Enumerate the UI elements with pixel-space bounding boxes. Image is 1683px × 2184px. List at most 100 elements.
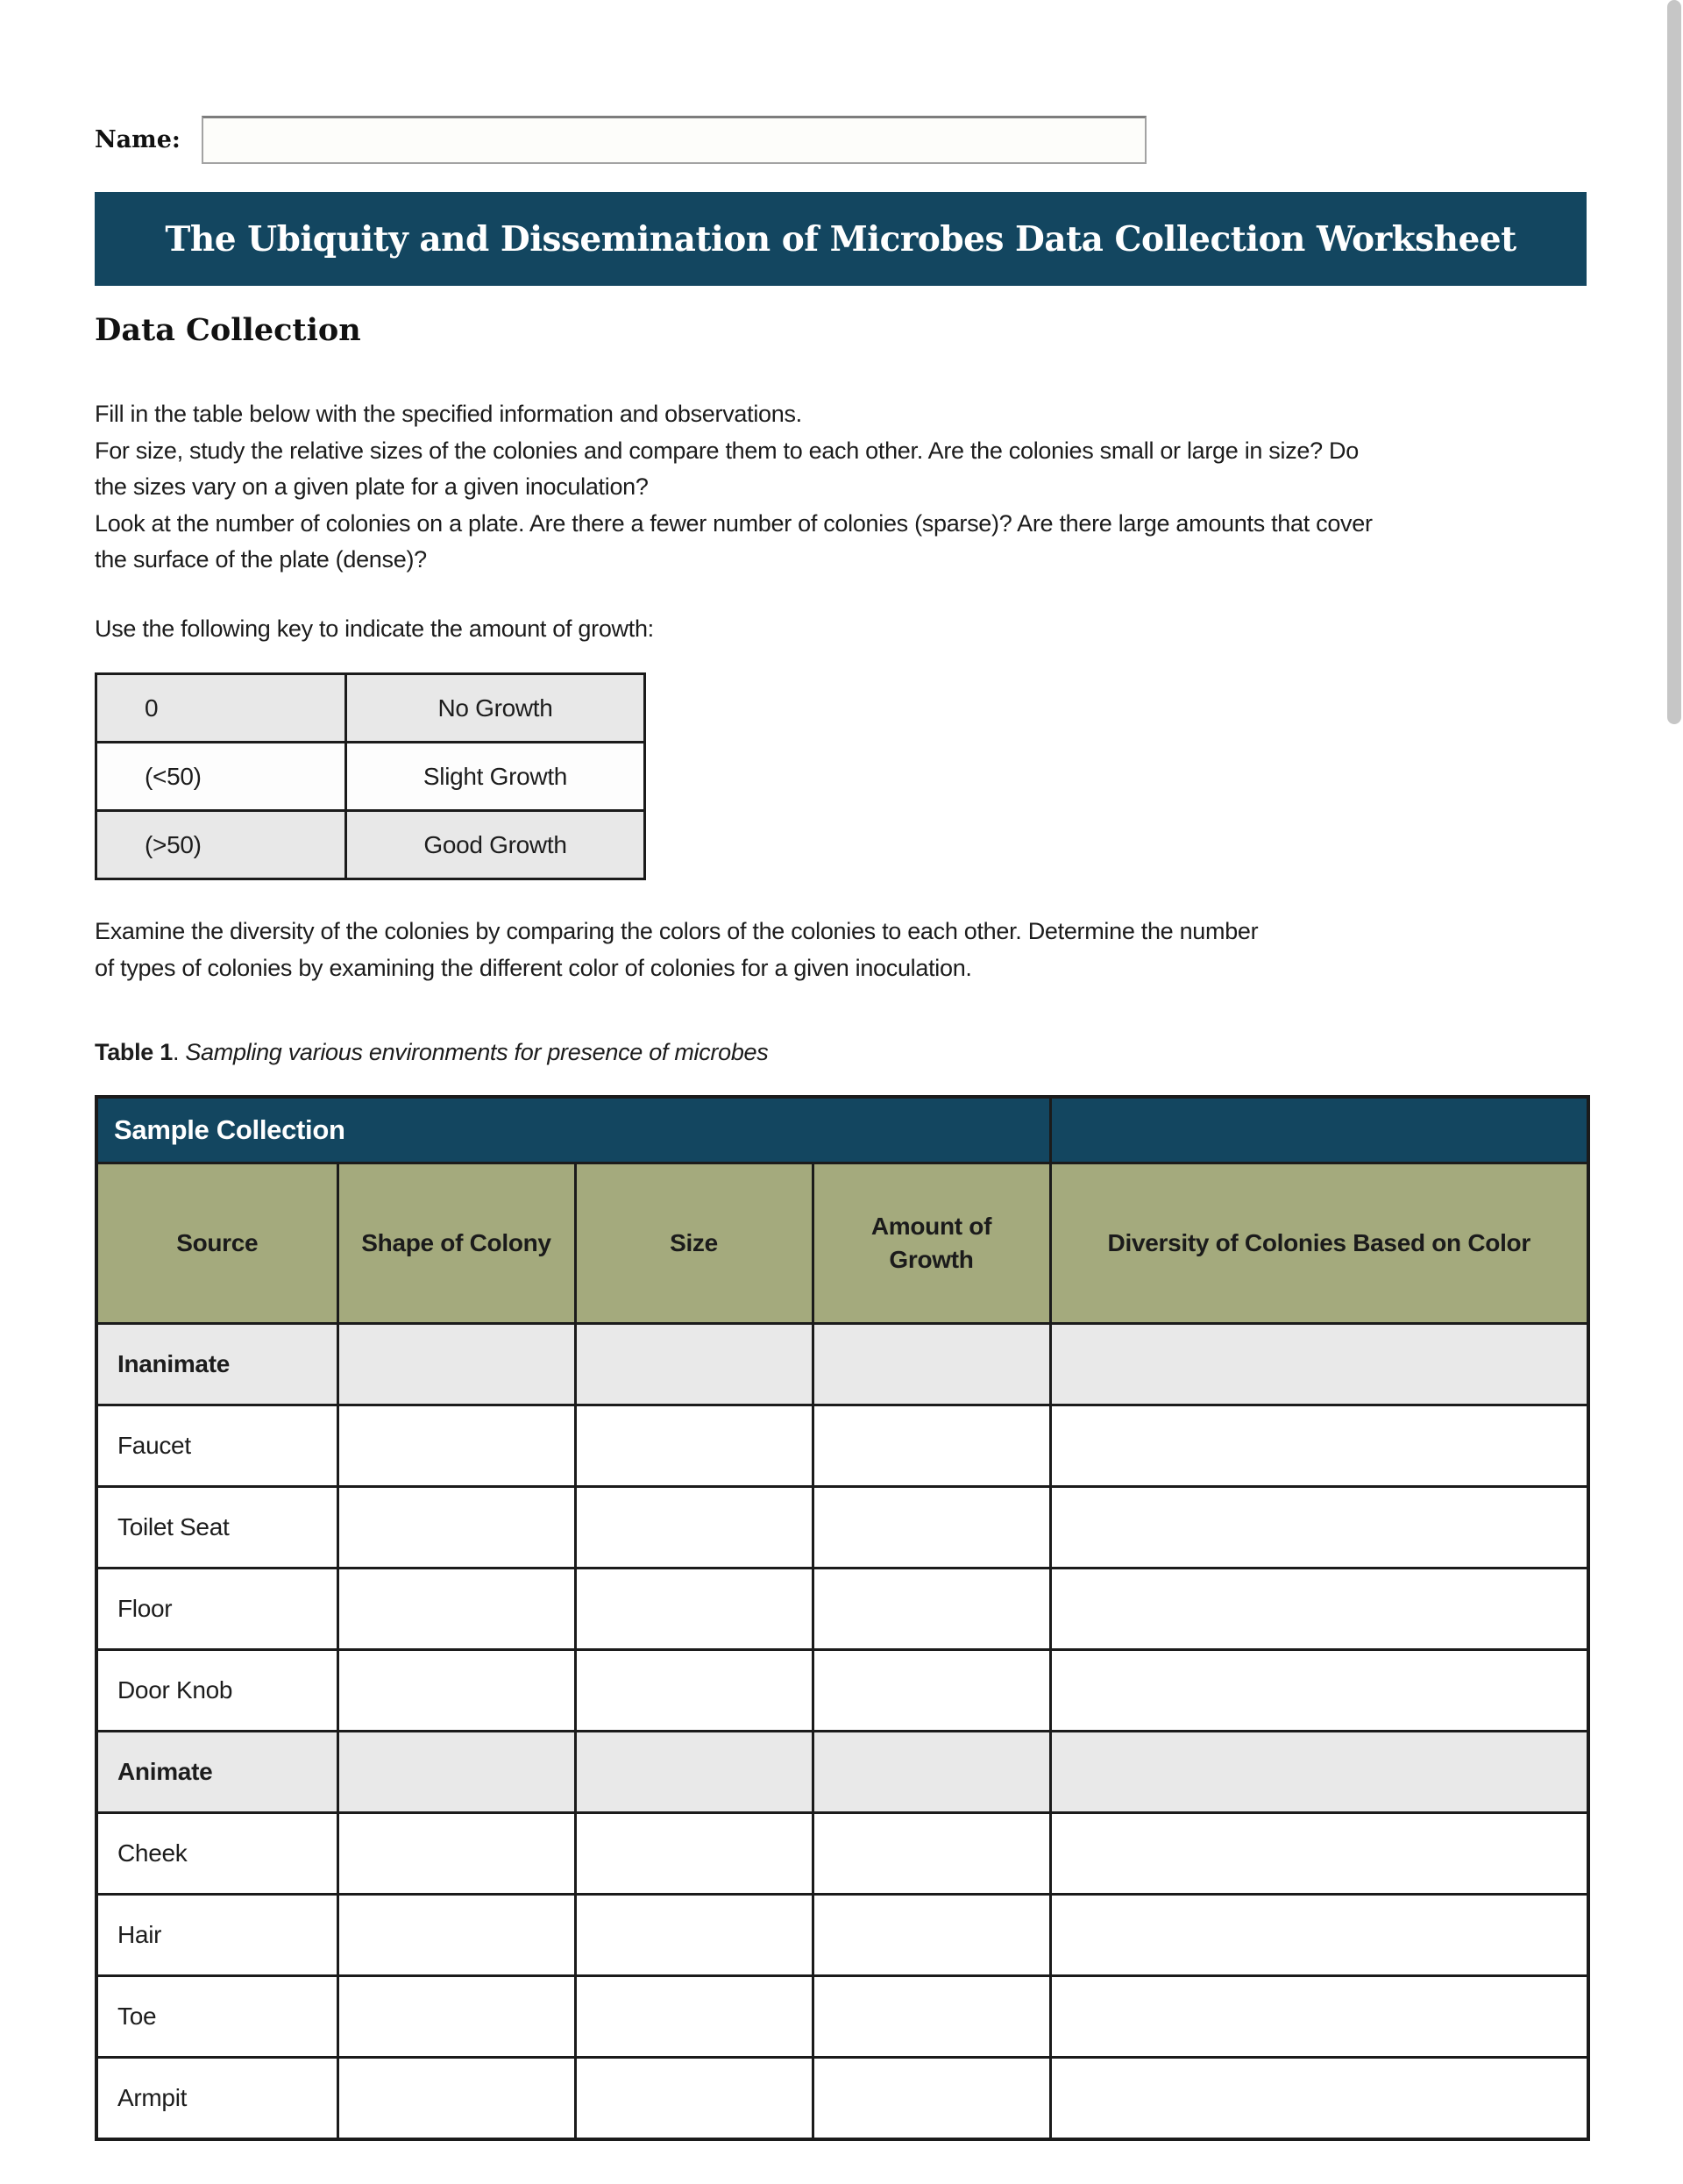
empty-cell [811, 1322, 1052, 1406]
column-header-size: Size [573, 1162, 814, 1325]
column-header-source: Source [95, 1162, 339, 1325]
empty-cell [811, 1893, 1052, 1977]
empty-cell [811, 1811, 1052, 1896]
table-row: Toilet Seat [95, 1485, 1590, 1569]
empty-cell [336, 1485, 577, 1569]
instruction-line: the sizes vary on a given plate for a gi… [95, 473, 649, 500]
instruction-line: Look at the number of colonies on a plat… [95, 509, 1373, 537]
column-header-growth-line: Growth [889, 1246, 974, 1273]
table-header-row: Source Shape of Colony Size Amount of Gr… [95, 1162, 1590, 1325]
table-row: Toe [95, 1974, 1590, 2059]
row-label: Toilet Seat [95, 1485, 339, 1569]
instruction-line: For size, study the relative sizes of th… [95, 437, 1359, 464]
instruction-line: the surface of the plate (dense)? [95, 546, 427, 573]
empty-cell [1048, 1322, 1590, 1406]
empty-cell [573, 1811, 814, 1896]
column-header-growth: Amount of Growth [811, 1162, 1052, 1325]
growth-key-table: 0 No Growth (<50) Slight Growth (>50) Go… [95, 672, 646, 880]
empty-cell [811, 1974, 1052, 2059]
empty-cell [1048, 1648, 1590, 1732]
empty-cell [573, 1974, 814, 2059]
table-band-title: Sample Collection [95, 1095, 1052, 1164]
empty-cell [1048, 1485, 1590, 1569]
empty-cell [1048, 1811, 1590, 1896]
section-heading: Data Collection [95, 312, 361, 348]
title-banner: The Ubiquity and Dissemination of Microb… [95, 192, 1587, 286]
name-label: Name: [95, 125, 181, 153]
row-label: Cheek [95, 1811, 339, 1896]
name-input[interactable] [201, 115, 1147, 164]
empty-cell [573, 2056, 814, 2141]
empty-cell [336, 1404, 577, 1488]
row-label: Door Knob [95, 1648, 339, 1732]
empty-cell [573, 1485, 814, 1569]
table-band-row: Sample Collection [95, 1095, 1590, 1164]
empty-cell [336, 1974, 577, 2059]
growth-key-row: (>50) Good Growth [95, 809, 646, 880]
empty-cell [811, 1730, 1052, 1814]
growth-key-row: 0 No Growth [95, 672, 646, 743]
growth-key-code: (<50) [95, 741, 347, 812]
table1-caption: Table 1. Sampling various environments f… [95, 1039, 769, 1066]
scrollbar-thumb[interactable] [1667, 0, 1681, 724]
sample-collection-table: Sample Collection Source Shape of Colony… [95, 1095, 1590, 2141]
empty-cell [1048, 1974, 1590, 2059]
empty-cell [336, 1893, 577, 1977]
empty-cell [1048, 1893, 1590, 1977]
diversity-note-line: Examine the diversity of the colonies by… [95, 918, 1259, 944]
diversity-note: Examine the diversity of the colonies by… [95, 914, 1587, 986]
empty-cell [1048, 1730, 1590, 1814]
empty-cell [573, 1567, 814, 1651]
empty-cell [573, 1648, 814, 1732]
empty-cell [811, 1567, 1052, 1651]
row-label: Armpit [95, 2056, 339, 2141]
empty-cell [573, 1404, 814, 1488]
empty-cell [811, 1485, 1052, 1569]
empty-cell [1048, 1404, 1590, 1488]
column-header-shape: Shape of Colony [336, 1162, 577, 1325]
table1-caption-text: Sampling various environments for presen… [185, 1039, 769, 1065]
page-title: The Ubiquity and Dissemination of Microb… [165, 218, 1516, 260]
table-row: Door Knob [95, 1648, 1590, 1732]
row-label: Toe [95, 1974, 339, 2059]
row-label: Hair [95, 1893, 339, 1977]
diversity-note-line: of types of colonies by examining the di… [95, 954, 972, 981]
row-label: Floor [95, 1567, 339, 1651]
empty-cell [1048, 2056, 1590, 2141]
column-header-diversity: Diversity of Colonies Based on Color [1048, 1162, 1590, 1325]
empty-cell [573, 1730, 814, 1814]
table-section-row: Inanimate [95, 1322, 1590, 1406]
table-row: Floor [95, 1567, 1590, 1651]
growth-key-label: Good Growth [344, 809, 646, 880]
table-band-empty-cell [1048, 1095, 1590, 1164]
empty-cell [573, 1893, 814, 1977]
empty-cell [811, 2056, 1052, 2141]
empty-cell [336, 1648, 577, 1732]
column-header-growth-line: Amount of [870, 1213, 992, 1240]
growth-key-label: Slight Growth [344, 741, 646, 812]
row-label: Inanimate [95, 1322, 339, 1406]
growth-key-row: (<50) Slight Growth [95, 741, 646, 812]
empty-cell [336, 1567, 577, 1651]
table-row: Cheek [95, 1811, 1590, 1896]
table-row: Armpit [95, 2056, 1590, 2141]
table-row: Hair [95, 1893, 1590, 1977]
empty-cell [1048, 1567, 1590, 1651]
growth-key-code: 0 [95, 672, 347, 743]
name-row: Name: [95, 114, 1587, 165]
table1-caption-separator: . [172, 1039, 186, 1065]
empty-cell [336, 2056, 577, 2141]
table-section-row: Animate [95, 1730, 1590, 1814]
empty-cell [336, 1811, 577, 1896]
empty-cell [811, 1404, 1052, 1488]
empty-cell [811, 1648, 1052, 1732]
row-label: Faucet [95, 1404, 339, 1488]
key-intro-line: Use the following key to indicate the am… [95, 615, 654, 642]
growth-key-code: (>50) [95, 809, 347, 880]
growth-key-label: No Growth [344, 672, 646, 743]
instructions-paragraph: Fill in the table below with the specifi… [95, 396, 1587, 579]
row-label: Animate [95, 1730, 339, 1814]
empty-cell [573, 1322, 814, 1406]
instruction-line: Fill in the table below with the specifi… [95, 401, 802, 427]
